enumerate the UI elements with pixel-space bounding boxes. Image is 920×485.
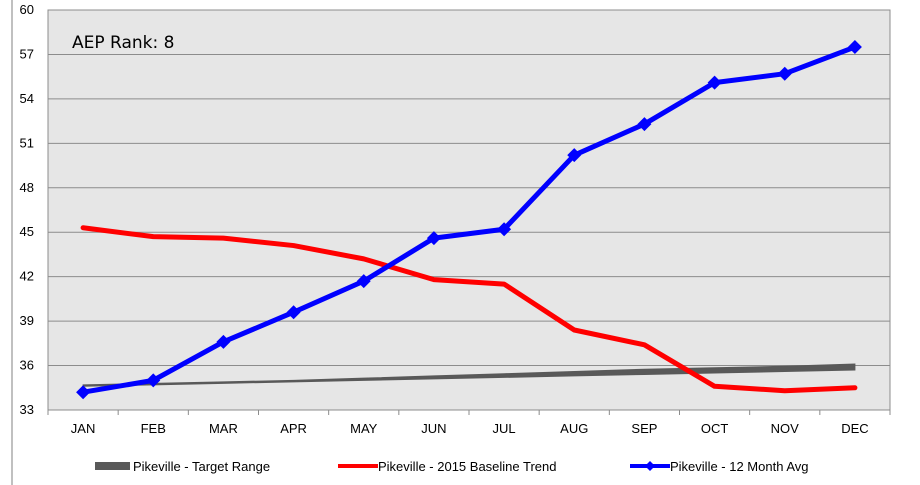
y-tick-label: 60 (20, 2, 34, 17)
target-range-band (82, 363, 856, 387)
y-tick-label: 48 (20, 180, 34, 195)
x-tick-label: FEB (141, 421, 166, 436)
data-point-marker (426, 231, 441, 246)
series-group (76, 40, 862, 400)
y-tick-label: 45 (20, 224, 34, 239)
x-tick-label: AUG (560, 421, 588, 436)
y-tick-label: 51 (20, 135, 34, 150)
axes: 33 36 39 42 45 48 51 54 57 60 JAN FEB MAR APR MAY JUN JU… (20, 2, 891, 436)
data-point-marker (847, 40, 862, 55)
legend-item-3: Pikeville - 12 Month Avg (630, 459, 809, 474)
data-point-marker (637, 117, 652, 132)
x-tick-label: NOV (771, 421, 800, 436)
rank-annotation: AEP Rank: 8 (72, 33, 174, 53)
data-point-marker (216, 334, 231, 349)
data-point-marker (356, 274, 371, 289)
y-tick-label: 33 (20, 402, 34, 417)
y-tick-label: 57 (20, 46, 34, 61)
x-tick-label: SEP (631, 421, 657, 436)
data-point-marker (76, 385, 91, 400)
x-tick-label: OCT (701, 421, 729, 436)
x-tick-label: MAR (209, 421, 238, 436)
data-point-marker (497, 222, 512, 237)
data-point-marker (286, 305, 301, 320)
plot-area (48, 10, 890, 410)
x-tick-label: MAY (350, 421, 378, 436)
x-tick-label: DEC (841, 421, 868, 436)
legend-swatch (95, 462, 130, 470)
data-point-marker (777, 66, 792, 81)
y-tick-label: 42 (20, 269, 34, 284)
data-point-marker (707, 75, 722, 90)
series-3 (76, 40, 862, 400)
series-2 (80, 225, 858, 394)
series-1 (82, 363, 856, 387)
legend-label: Pikeville - 2015 Baseline Trend (378, 459, 557, 474)
legend-item-2: Pikeville - 2015 Baseline Trend (338, 459, 557, 474)
legend: Pikeville - Target Range Pikeville - 2015… (95, 459, 809, 474)
data-point-marker (567, 148, 582, 163)
x-tick-label: JUL (493, 421, 516, 436)
legend-label: Pikeville - 12 Month Avg (670, 459, 809, 474)
x-tick-label: JUN (421, 421, 446, 436)
data-point-marker (146, 373, 161, 388)
x-tick-label: JAN (71, 421, 96, 436)
y-tick-label: 39 (20, 313, 34, 328)
legend-marker (645, 461, 655, 471)
avg-series-line (80, 44, 858, 395)
y-tick-label: 54 (20, 91, 34, 106)
y-tick-label: 36 (20, 358, 34, 373)
x-tick-label: APR (280, 421, 307, 436)
baseline-series-line (80, 225, 858, 394)
legend-item-1: Pikeville - Target Range (95, 459, 270, 474)
legend-label: Pikeville - Target Range (133, 459, 270, 474)
